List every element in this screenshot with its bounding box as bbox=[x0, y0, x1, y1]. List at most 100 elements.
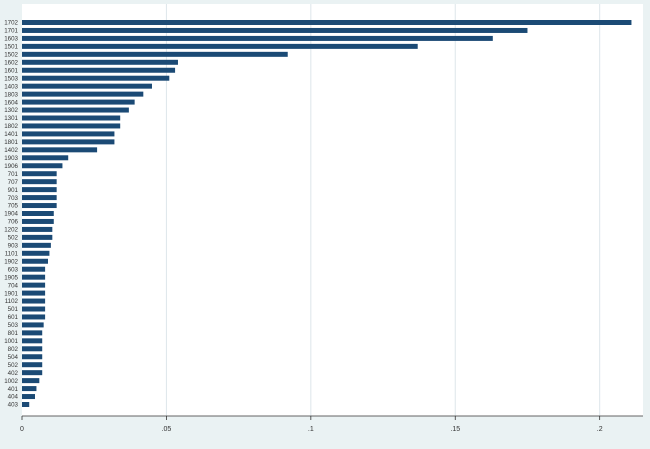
y-tick-label: 1901 bbox=[4, 290, 18, 297]
bar bbox=[22, 59, 178, 65]
y-tick-label: 705 bbox=[8, 203, 19, 210]
bar bbox=[22, 195, 57, 201]
y-tick-label: 1503 bbox=[4, 75, 18, 82]
bar bbox=[22, 266, 46, 272]
bar bbox=[22, 20, 632, 25]
bar bbox=[22, 242, 51, 248]
y-tick-label: 1502 bbox=[4, 52, 18, 59]
bar bbox=[22, 171, 57, 177]
y-tick-label: 1701 bbox=[4, 28, 18, 35]
y-tick-label: 504 bbox=[8, 354, 19, 361]
y-tick-label: 802 bbox=[8, 346, 19, 353]
bar bbox=[22, 35, 493, 41]
y-tick-label: 1802 bbox=[4, 123, 18, 130]
bar bbox=[22, 123, 121, 129]
bar bbox=[22, 51, 288, 57]
bar bbox=[22, 179, 57, 185]
y-tick-label: 704 bbox=[8, 282, 19, 289]
y-tick-label: 1902 bbox=[4, 258, 18, 265]
y-tick-label: 401 bbox=[8, 386, 19, 393]
bar bbox=[22, 218, 54, 224]
y-tick-label: 1002 bbox=[4, 378, 18, 385]
y-tick-label: 1202 bbox=[4, 227, 18, 234]
bar bbox=[22, 250, 50, 256]
bar bbox=[22, 131, 115, 137]
bar bbox=[22, 163, 63, 169]
bar bbox=[22, 83, 152, 89]
bar bbox=[22, 354, 43, 360]
y-tick-label: 1302 bbox=[4, 107, 18, 114]
y-tick-label: 707 bbox=[8, 179, 19, 186]
bars bbox=[22, 20, 632, 407]
y-tick-label: 1801 bbox=[4, 139, 18, 146]
y-tick-label: 1603 bbox=[4, 36, 18, 43]
bar bbox=[22, 211, 54, 216]
y-tick-label: 1905 bbox=[4, 274, 18, 281]
y-tick-label: 402 bbox=[8, 370, 19, 377]
bar bbox=[22, 43, 418, 49]
bar bbox=[22, 362, 43, 368]
y-tick-label: 903 bbox=[8, 243, 19, 250]
y-tick-label: 1403 bbox=[4, 83, 18, 90]
bar bbox=[22, 75, 170, 81]
y-tick-label: 603 bbox=[8, 266, 19, 273]
x-ticks: 0 .05 .1 .15 .2 bbox=[20, 416, 603, 433]
y-tick-label: 1601 bbox=[4, 67, 18, 74]
bar bbox=[22, 27, 528, 33]
y-tick-label: 1501 bbox=[4, 44, 18, 51]
bar bbox=[22, 258, 48, 264]
x-tick-label: .15 bbox=[450, 426, 460, 433]
y-tick-label: 1102 bbox=[5, 298, 19, 305]
y-tick-label: 404 bbox=[8, 394, 19, 401]
x-tick-label: 0 bbox=[20, 426, 24, 433]
bar bbox=[22, 386, 37, 392]
x-tick-label: .05 bbox=[162, 426, 172, 433]
bar bbox=[22, 322, 44, 328]
bar bbox=[22, 330, 43, 336]
bar bbox=[22, 290, 46, 296]
bar bbox=[22, 394, 35, 400]
bar bbox=[22, 378, 40, 384]
y-tick-label: 801 bbox=[8, 330, 19, 337]
bar bbox=[22, 282, 46, 288]
y-tick-label: 601 bbox=[8, 314, 19, 321]
bar bbox=[22, 402, 30, 407]
y-tick-label: 1906 bbox=[4, 163, 18, 170]
y-tick-label: 706 bbox=[8, 219, 19, 226]
x-tick-label: .2 bbox=[597, 426, 603, 433]
bar bbox=[22, 203, 57, 209]
bar bbox=[22, 107, 129, 113]
y-tick-label: 1803 bbox=[4, 91, 18, 98]
bar bbox=[22, 91, 144, 97]
plot-area bbox=[22, 4, 643, 416]
bar bbox=[22, 99, 135, 105]
bar bbox=[22, 226, 53, 232]
bar bbox=[22, 115, 121, 121]
bar bbox=[22, 306, 46, 312]
y-tick-label: 1001 bbox=[4, 338, 18, 345]
bar bbox=[22, 67, 176, 73]
bar bbox=[22, 346, 43, 352]
y-tick-label: 701 bbox=[8, 171, 19, 178]
x-tick-label: .1 bbox=[308, 426, 314, 433]
y-tick-label: 703 bbox=[8, 195, 19, 202]
bar bbox=[22, 139, 115, 145]
y-tick-labels: 1702170116031501150216021601150314031803… bbox=[4, 20, 18, 409]
y-tick-label: 1101 bbox=[5, 250, 19, 257]
bar bbox=[22, 314, 46, 320]
bar bbox=[22, 234, 53, 240]
y-tick-label: 1301 bbox=[4, 115, 18, 122]
bar bbox=[22, 187, 57, 193]
y-tick-label: 1604 bbox=[4, 99, 18, 106]
bar bbox=[22, 274, 46, 280]
bar bbox=[22, 298, 46, 304]
y-tick-label: 502 bbox=[8, 235, 19, 242]
y-tick-label: 901 bbox=[8, 187, 19, 194]
y-tick-label: 503 bbox=[8, 322, 19, 329]
y-tick-label: 1402 bbox=[4, 147, 18, 154]
bar bbox=[22, 147, 98, 153]
bar bbox=[22, 370, 43, 376]
y-tick-label: 1702 bbox=[4, 20, 18, 27]
